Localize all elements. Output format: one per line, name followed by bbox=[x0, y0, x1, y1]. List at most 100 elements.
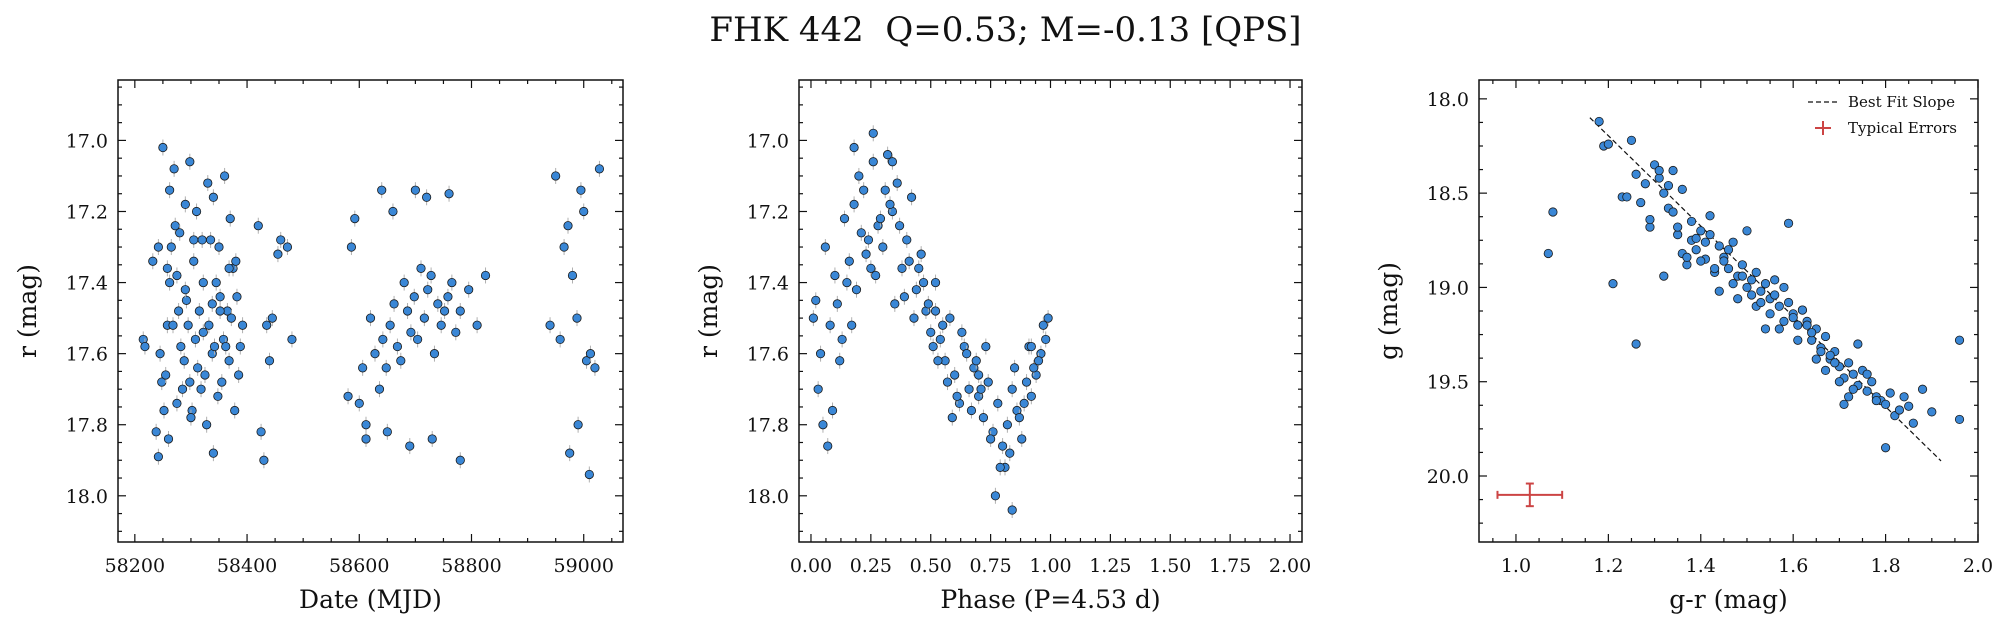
data-point bbox=[590, 363, 600, 373]
data-point bbox=[1760, 279, 1771, 289]
data-point bbox=[416, 263, 426, 273]
data-point bbox=[231, 256, 241, 266]
data-point bbox=[1038, 320, 1048, 330]
data-point bbox=[1954, 335, 1965, 345]
data-point bbox=[938, 320, 948, 330]
data-point bbox=[926, 327, 936, 337]
data-point bbox=[880, 185, 890, 195]
data-point bbox=[1770, 290, 1780, 300]
data-point bbox=[986, 434, 996, 444]
data-point bbox=[1862, 386, 1872, 396]
y-tick-label: 18.5 bbox=[1427, 183, 1469, 205]
data-point bbox=[232, 292, 242, 302]
data-point bbox=[1830, 358, 1840, 368]
data-point bbox=[1862, 369, 1872, 379]
data-point bbox=[839, 214, 850, 224]
y-tick-label: 18.0 bbox=[1427, 89, 1469, 111]
data-point bbox=[208, 448, 218, 458]
data-point bbox=[952, 391, 962, 401]
x-tick-label: 58200 bbox=[105, 555, 165, 577]
data-point bbox=[382, 427, 392, 437]
data-point bbox=[1631, 169, 1641, 179]
data-point bbox=[1645, 222, 1655, 232]
x-tick-label: 1.0 bbox=[1501, 555, 1531, 577]
data-point bbox=[1622, 192, 1632, 202]
data-point bbox=[863, 235, 874, 245]
data-point bbox=[1954, 414, 1965, 425]
data-point bbox=[981, 341, 991, 352]
data-point bbox=[1691, 233, 1701, 243]
data-point bbox=[426, 270, 436, 281]
data-point bbox=[576, 185, 586, 195]
data-point bbox=[930, 277, 941, 288]
data-point bbox=[377, 185, 387, 195]
data-point bbox=[346, 242, 357, 252]
data-point bbox=[256, 427, 266, 437]
x-tick-label: 1.25 bbox=[1089, 555, 1131, 577]
data-point bbox=[176, 341, 186, 352]
data-point bbox=[950, 370, 960, 380]
y-tick-label: 17.0 bbox=[747, 130, 789, 152]
data-point bbox=[447, 277, 457, 288]
data-point bbox=[868, 128, 878, 138]
data-point bbox=[224, 356, 234, 366]
data-point bbox=[573, 420, 583, 430]
data-point bbox=[1820, 365, 1831, 375]
data-point bbox=[168, 320, 178, 330]
data-point bbox=[177, 384, 188, 394]
data-point bbox=[181, 295, 192, 305]
data-point bbox=[945, 313, 955, 323]
data-point bbox=[172, 270, 182, 281]
data-point bbox=[1002, 420, 1012, 430]
data-point bbox=[813, 384, 823, 394]
x-tick-label: 0.75 bbox=[969, 555, 1011, 577]
data-point bbox=[894, 221, 905, 231]
data-point bbox=[990, 491, 1001, 501]
data-point bbox=[1659, 271, 1669, 281]
data-point bbox=[180, 285, 190, 295]
data-point bbox=[837, 334, 847, 345]
data-point bbox=[196, 384, 206, 394]
data-point bbox=[871, 270, 881, 281]
data-point bbox=[191, 206, 202, 217]
data-point bbox=[545, 320, 555, 330]
data-point bbox=[202, 420, 212, 430]
data-point bbox=[1026, 341, 1036, 352]
data-point bbox=[1007, 505, 1017, 515]
data-point bbox=[1668, 207, 1678, 217]
data-point bbox=[259, 455, 269, 465]
data-point bbox=[1802, 320, 1812, 330]
data-point bbox=[916, 249, 926, 259]
data-point bbox=[911, 285, 921, 295]
data-point bbox=[918, 277, 929, 288]
data-point bbox=[1631, 339, 1641, 349]
data-point bbox=[978, 413, 989, 423]
y-tick-label: 17.2 bbox=[66, 201, 108, 223]
x-tick-label: 1.2 bbox=[1593, 555, 1623, 577]
data-point bbox=[835, 356, 845, 366]
data-point bbox=[174, 306, 184, 316]
x-tick-label: 58800 bbox=[441, 555, 501, 577]
data-point bbox=[422, 192, 432, 202]
data-point bbox=[350, 214, 360, 224]
data-point bbox=[1816, 346, 1826, 357]
x-tick-label: 2.0 bbox=[1963, 555, 1993, 577]
x-tick-label: 1.4 bbox=[1686, 555, 1716, 577]
data-point bbox=[849, 142, 859, 153]
data-point bbox=[220, 171, 230, 181]
data-point bbox=[914, 263, 924, 273]
data-point bbox=[847, 320, 857, 330]
data-point bbox=[820, 242, 830, 252]
data-point bbox=[198, 277, 208, 288]
data-point bbox=[235, 341, 245, 352]
x-tick-label: 1.8 bbox=[1870, 555, 1900, 577]
data-point bbox=[159, 405, 169, 416]
data-point bbox=[1696, 256, 1706, 266]
data-point bbox=[1021, 377, 1032, 387]
data-point bbox=[1880, 443, 1891, 453]
data-point bbox=[993, 398, 1003, 408]
data-point bbox=[214, 242, 224, 252]
data-point bbox=[226, 313, 236, 323]
data-point bbox=[909, 313, 919, 323]
